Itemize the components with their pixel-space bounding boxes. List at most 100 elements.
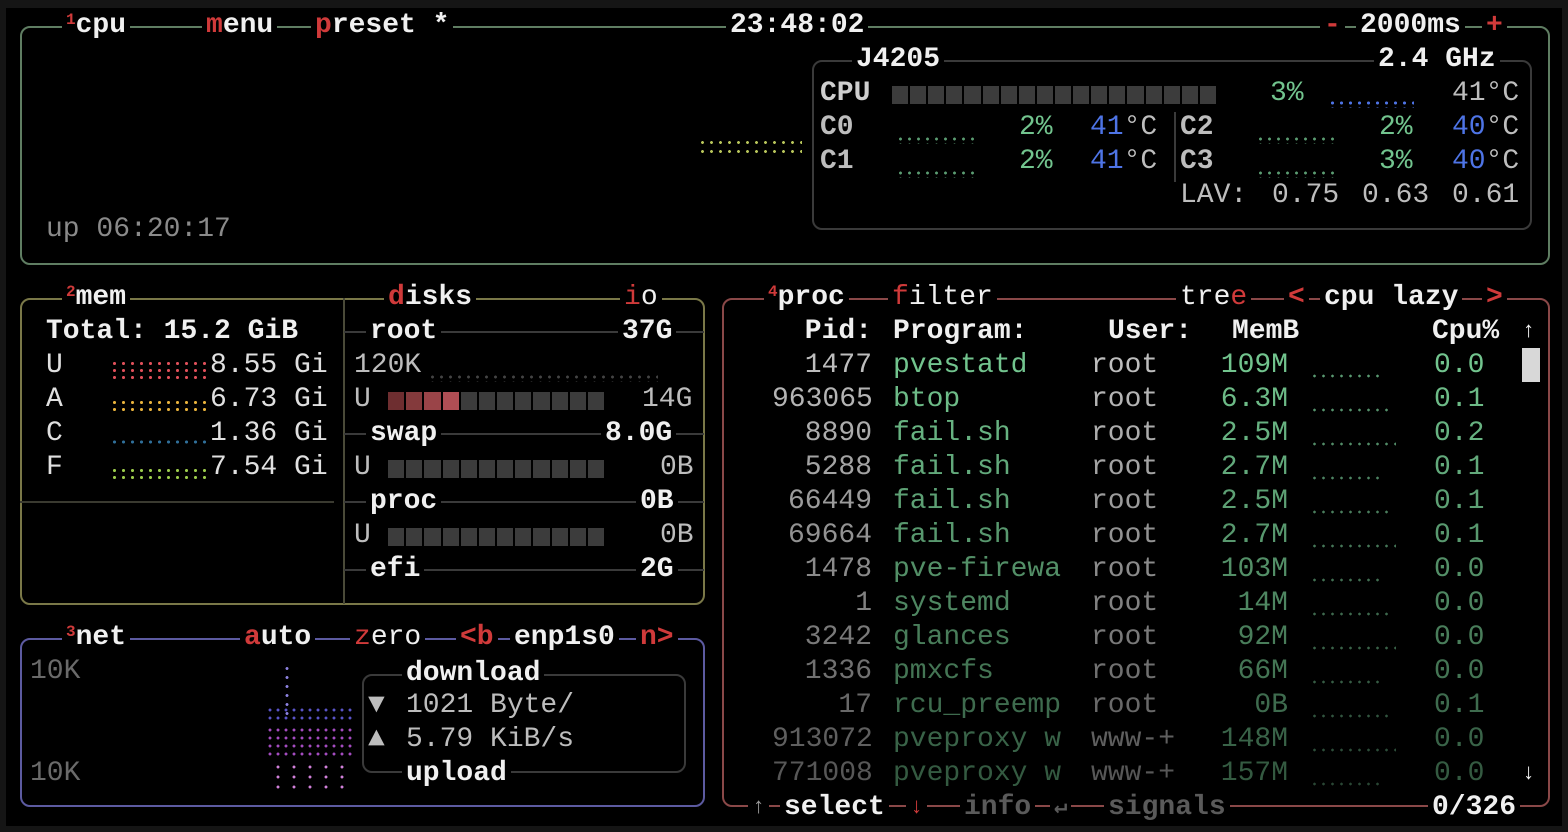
process-cpu: 0.1 xyxy=(1434,486,1485,517)
cpu-info-panel xyxy=(812,60,1532,230)
process-cpu-graph xyxy=(1310,747,1396,753)
load-average-1: 0.75 xyxy=(1272,180,1340,211)
scroll-up-arrow-icon[interactable]: ↑ xyxy=(1522,319,1536,344)
process-cpu-graph xyxy=(1310,407,1388,413)
core-temp-c0: 41°C xyxy=(1090,111,1157,145)
download-arrow-icon: ▼ xyxy=(368,690,385,721)
process-program: pveproxy w xyxy=(893,724,1062,755)
cpu-panel-number: 1 xyxy=(66,11,76,29)
disk-root-io: 120K xyxy=(354,350,422,381)
mem-cached-label: C xyxy=(46,418,63,449)
io-toggle[interactable]: io xyxy=(620,281,662,315)
mem-total: Total: 15.2 GiB xyxy=(46,315,298,349)
header-mem[interactable]: MemB xyxy=(1232,316,1300,347)
process-user: www-+ xyxy=(1091,758,1176,789)
disk-swap-used: 0B xyxy=(660,452,694,483)
process-user: root xyxy=(1091,690,1159,721)
process-user: root xyxy=(1091,350,1159,381)
download-speed: 1021 Byte/ xyxy=(406,690,575,721)
cpu-total-percent: 3% xyxy=(1270,78,1304,109)
disks-title[interactable]: disks xyxy=(384,281,477,315)
mem-panel-title-text: mem xyxy=(75,282,127,313)
io-title-text: o xyxy=(640,282,658,313)
header-pid[interactable]: Pid: xyxy=(804,316,872,347)
net-download-graph-peak xyxy=(284,664,290,720)
process-cpu-graph xyxy=(1310,679,1380,685)
header-cpu[interactable]: Cpu% xyxy=(1432,316,1500,347)
process-pid: 1 xyxy=(855,588,872,619)
net-auto-toggle[interactable]: auto xyxy=(240,621,316,655)
menu-button[interactable]: menu xyxy=(202,9,278,43)
process-pid: 17 xyxy=(838,690,872,721)
core-percent-c1: 2% xyxy=(1019,146,1053,177)
select-up-icon[interactable]: ↑ xyxy=(748,791,770,825)
process-program: fail.sh xyxy=(893,486,1011,517)
cpu-total-temp: 41°C xyxy=(1452,78,1520,109)
tree-hotkey: e xyxy=(1230,282,1248,313)
scrollbar-thumb[interactable] xyxy=(1522,348,1540,382)
mem-available-graph xyxy=(110,399,208,414)
signals-button[interactable]: signals xyxy=(1104,791,1230,825)
core-divider xyxy=(1174,112,1176,182)
cpu-total-bar xyxy=(892,86,1216,104)
interval-increase-button[interactable]: + xyxy=(1482,9,1507,43)
process-cpu: 0.0 xyxy=(1434,554,1485,585)
process-cpu: 0.0 xyxy=(1434,724,1485,755)
core-percent-c2: 2% xyxy=(1379,112,1413,143)
proc-panel-title[interactable]: 4proc xyxy=(764,281,849,315)
sort-prev-button[interactable]: < xyxy=(1284,281,1309,315)
header-program[interactable]: Program: xyxy=(893,316,1028,347)
select-down-icon[interactable]: ↓ xyxy=(906,791,928,825)
process-pid: 1477 xyxy=(804,350,872,381)
cpu-panel-title[interactable]: 1cpu xyxy=(62,9,131,43)
mem-cached-graph xyxy=(110,439,208,445)
proc-tree-toggle[interactable]: tree xyxy=(1176,281,1252,315)
core-label-c0: C0 xyxy=(820,112,854,143)
process-mem: 66M xyxy=(1237,656,1288,687)
process-cpu-graph xyxy=(1310,543,1396,549)
process-pid: 69664 xyxy=(787,520,872,551)
scroll-down-arrow-icon[interactable]: ↓ xyxy=(1522,761,1536,786)
interval-decrease-button[interactable]: - xyxy=(1320,9,1345,43)
process-user: root xyxy=(1091,656,1159,687)
disk-proc-used-bar xyxy=(388,528,605,546)
process-cpu: 0.0 xyxy=(1434,656,1485,687)
net-panel-title[interactable]: 3net xyxy=(62,621,131,655)
process-cpu: 0.1 xyxy=(1434,690,1485,721)
auto-label: uto xyxy=(260,622,312,653)
filter-label: ilter xyxy=(908,282,993,313)
core-temp-unit-c2: °C xyxy=(1485,112,1520,143)
header-user[interactable]: User: xyxy=(1108,316,1193,347)
cpu-history-graph xyxy=(698,138,802,156)
mem-used-label: U xyxy=(46,350,63,381)
sort-mode[interactable]: cpu lazy xyxy=(1320,281,1463,315)
core-graph-c1 xyxy=(896,170,976,178)
core-label-c3: C3 xyxy=(1180,146,1214,177)
mem-free-graph xyxy=(110,467,208,482)
process-mem: 2.7M xyxy=(1220,520,1288,551)
process-user: root xyxy=(1091,622,1159,653)
disk-swap-used-bar xyxy=(388,460,605,478)
disk-root-io-graph xyxy=(428,374,658,382)
download-label: download xyxy=(402,657,545,691)
info-button[interactable]: info xyxy=(960,791,1036,825)
disks-hotkey: d xyxy=(388,282,405,313)
process-mem: 92M xyxy=(1237,622,1288,653)
process-user: root xyxy=(1091,486,1159,517)
mem-panel-number: 2 xyxy=(66,283,76,301)
process-mem: 109M xyxy=(1220,350,1288,381)
net-next-interface-button[interactable]: n> xyxy=(636,621,678,655)
process-cpu: 0.1 xyxy=(1434,384,1485,415)
process-cpu: 0.0 xyxy=(1434,350,1485,381)
net-prev-interface-button[interactable]: <b xyxy=(456,621,498,655)
proc-filter-button[interactable]: filter xyxy=(888,281,997,315)
clock: 23:48:02 xyxy=(726,9,869,43)
net-zero-toggle[interactable]: zero xyxy=(350,621,426,655)
core-temp-unit-c0: °C xyxy=(1123,112,1158,143)
preset-button[interactable]: preset * xyxy=(311,9,454,43)
sort-next-button[interactable]: > xyxy=(1482,281,1507,315)
disks-title-text: isks xyxy=(404,282,473,313)
process-pid: 913072 xyxy=(772,724,873,755)
mem-disks-divider xyxy=(343,298,345,604)
mem-panel-title[interactable]: 2mem xyxy=(62,281,131,315)
